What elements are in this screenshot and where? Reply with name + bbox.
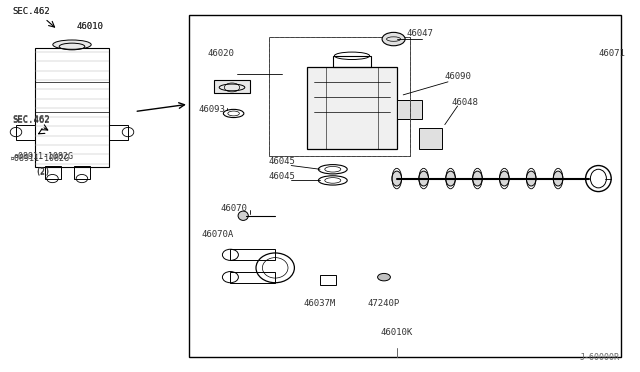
Ellipse shape [392,171,402,186]
Bar [16,125,35,140]
Bar [230,249,275,260]
Text: 46070: 46070 [221,204,248,213]
Ellipse shape [52,40,92,49]
Bar [269,37,410,156]
Text: 46037M: 46037M [304,299,336,308]
Bar [230,272,275,283]
Bar [320,275,336,285]
Text: SEC.462: SEC.462 [13,115,51,124]
Text: 46045: 46045 [269,172,296,181]
Bar [333,56,371,67]
Circle shape [382,32,405,46]
Text: 46047: 46047 [406,29,433,38]
Ellipse shape [446,171,456,186]
Ellipse shape [527,171,536,186]
Ellipse shape [238,211,248,220]
Circle shape [378,273,390,281]
Text: 46090: 46090 [445,72,472,81]
Text: 46020: 46020 [208,49,235,58]
Ellipse shape [554,171,563,186]
Text: SEC.462: SEC.462 [13,7,51,16]
Bar [189,15,621,357]
Text: 46010: 46010 [77,22,104,31]
Bar [419,128,442,149]
Bar [214,80,250,93]
Text: SEC.462: SEC.462 [13,7,51,16]
Bar [269,37,410,156]
Text: 47240P: 47240P [368,299,400,308]
Bar [35,48,109,167]
Text: (2): (2) [35,167,50,176]
Text: 46048: 46048 [451,98,478,107]
Text: 46010: 46010 [77,22,104,31]
Text: 46070A: 46070A [202,230,234,239]
Text: 46045: 46045 [269,157,296,166]
Ellipse shape [473,171,483,186]
Bar [397,100,422,119]
Bar [109,125,128,140]
Bar [45,166,61,179]
Text: SEC.462: SEC.462 [13,116,51,125]
Text: J-60000R: J-60000R [579,353,620,362]
Text: 46093: 46093 [198,105,225,114]
Ellipse shape [419,171,429,186]
Bar [74,166,90,179]
Text: 46071: 46071 [598,49,625,58]
Text: ¤08911-1082G: ¤08911-1082G [13,152,73,161]
Ellipse shape [500,171,509,186]
Bar [307,67,397,149]
Text: (2): (2) [35,169,50,177]
Text: ¤08911-1082G: ¤08911-1082G [10,154,70,163]
Text: 46010K: 46010K [381,328,413,337]
